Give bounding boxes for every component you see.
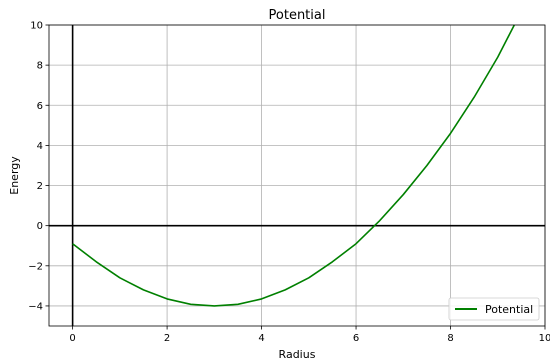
- y-tick-label: 10: [30, 21, 43, 32]
- series-line-potential: [72, 24, 516, 307]
- y-tick-label: 6: [37, 101, 43, 112]
- y-tick-label: −2: [28, 261, 43, 272]
- x-tick-label: 0: [69, 333, 75, 344]
- legend-box: [448, 297, 540, 321]
- x-tick-label: 4: [258, 333, 264, 344]
- y-tick-label: 8: [37, 61, 43, 72]
- x-tick-label: 10: [539, 333, 550, 344]
- x-tick-label: 2: [164, 333, 170, 344]
- legend: Potential: [448, 297, 540, 321]
- y-tick-label: 2: [37, 181, 43, 192]
- reference-lines: [49, 25, 545, 326]
- y-tick-label: 0: [37, 221, 43, 232]
- legend-label-potential: Potential: [485, 303, 533, 316]
- plot-frame: [48, 24, 546, 327]
- y-tick-label: 4: [37, 141, 43, 152]
- y-tick-label: −4: [28, 301, 43, 312]
- chart-title: Potential: [269, 8, 326, 23]
- y-axis-label: Energy: [8, 156, 21, 195]
- x-tick-label: 6: [353, 333, 359, 344]
- ticks: 0 2 4 6 8 10 −4 −2 0 2 4 6 8 10: [28, 21, 550, 345]
- series-layer: [72, 24, 516, 307]
- x-axis-label: Radius: [279, 348, 316, 361]
- x-tick-label: 8: [447, 333, 453, 344]
